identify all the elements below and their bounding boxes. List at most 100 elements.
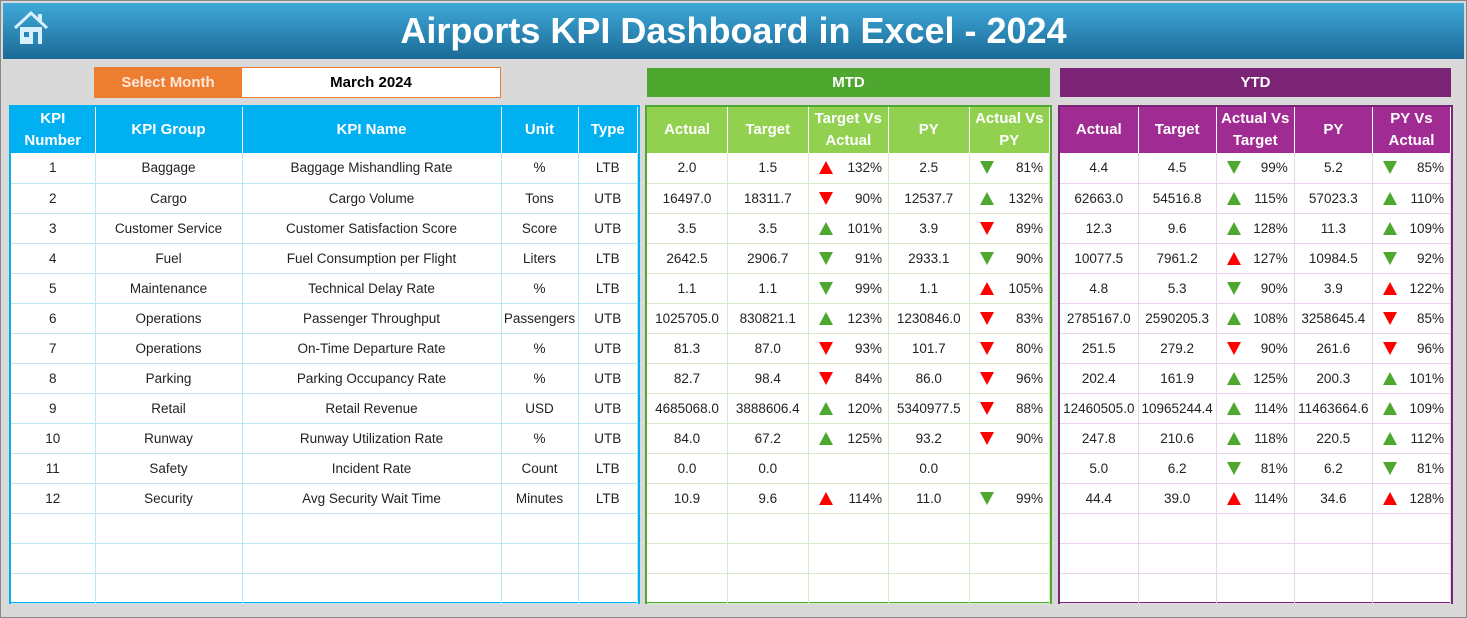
table-cell: Retail	[95, 393, 243, 424]
indicator: 109%	[1373, 221, 1450, 236]
arrow-down-icon	[1382, 341, 1397, 355]
indicator: 105%	[970, 281, 1050, 296]
indicator: 127%	[1217, 251, 1294, 266]
table-cell: 115%	[1216, 183, 1295, 214]
table-cell: LTB	[578, 273, 638, 304]
table-cell: UTB	[578, 183, 638, 214]
table-cell: 220.5	[1294, 423, 1373, 454]
table-row	[1060, 513, 1452, 544]
percent-value: 108%	[1253, 310, 1288, 326]
table-cell	[95, 573, 243, 604]
percent-value: 109%	[1409, 220, 1444, 236]
table-cell	[969, 513, 1050, 544]
table-cell: 16497.0	[647, 183, 728, 214]
table-cell: 3.9	[888, 213, 970, 244]
table-cell: %	[501, 153, 579, 184]
table-cell: 1025705.0	[647, 303, 728, 334]
table-cell: UTB	[578, 393, 638, 424]
table-row: 82.7 98.4 84% 86.0 96%	[647, 363, 1050, 394]
indicator: 96%	[970, 371, 1050, 386]
table-cell	[578, 543, 638, 574]
table-cell	[11, 573, 96, 604]
table-row: 12460505.0 10965244.4 114% 11463664.6 109%	[1060, 393, 1452, 424]
table-cell: 114%	[808, 483, 889, 514]
indicator: 120%	[809, 401, 889, 416]
table-cell: Parking	[95, 363, 243, 394]
table-cell: USD	[501, 393, 579, 424]
table-cell: 830821.1	[727, 303, 809, 334]
table-cell: On-Time Departure Rate	[242, 333, 502, 364]
table-cell: 91%	[808, 243, 889, 274]
table-cell	[501, 513, 579, 544]
table-cell: 84%	[808, 363, 889, 394]
table-cell: 4.8	[1060, 273, 1139, 304]
table-cell	[647, 573, 728, 604]
table-cell: 114%	[1216, 393, 1295, 424]
arrow-up-icon	[1382, 401, 1397, 415]
arrow-down-icon	[979, 431, 994, 445]
percent-value: 114%	[1254, 490, 1288, 506]
table-cell: 5.2	[1294, 153, 1373, 184]
table-row: 5 Maintenance Technical Delay Rate% LTB	[11, 273, 638, 304]
table-cell: 90%	[808, 183, 889, 214]
table-cell: 6.2	[1138, 453, 1217, 484]
table-cell: 99%	[969, 483, 1050, 514]
arrow-up-icon	[818, 491, 833, 505]
table-cell: 34.6	[1294, 483, 1373, 514]
indicator: 89%	[970, 221, 1050, 236]
percent-value: 125%	[1253, 370, 1288, 386]
indicator: 101%	[809, 221, 889, 236]
home-icon[interactable]	[11, 9, 51, 47]
table-cell: LTB	[578, 483, 638, 514]
table-cell	[1216, 513, 1295, 544]
percent-value: 81%	[1260, 460, 1288, 476]
table-cell: 202.4	[1060, 363, 1139, 394]
table-cell: Cargo Volume	[242, 183, 502, 214]
table-row: 202.4 161.9 125% 200.3 101%	[1060, 363, 1452, 394]
table-cell: 93%	[808, 333, 889, 364]
table-row: 62663.0 54516.8 115% 57023.3 110%	[1060, 183, 1452, 214]
table-cell: Fuel Consumption per Flight	[242, 243, 502, 274]
table-cell: 11463664.6	[1294, 393, 1373, 424]
indicator: 99%	[970, 491, 1050, 506]
arrow-down-icon	[979, 401, 994, 415]
table-cell: 96%	[1372, 333, 1452, 364]
table-row: 8 Parking Parking Occupancy Rate% UTB	[11, 363, 638, 394]
column-header: Target	[1138, 107, 1217, 153]
table-cell: 90%	[969, 423, 1050, 454]
arrow-up-icon	[818, 221, 833, 235]
table-cell: 85%	[1372, 303, 1452, 334]
percent-value: 99%	[1260, 160, 1288, 176]
arrow-up-icon	[818, 311, 833, 325]
table-cell: 3.5	[647, 213, 728, 244]
indicator: 101%	[1373, 371, 1450, 386]
arrow-up-icon	[818, 431, 833, 445]
table-cell: 261.6	[1294, 333, 1373, 364]
select-month-label: Select Month	[94, 67, 242, 98]
table-cell: LTB	[578, 153, 638, 184]
table-cell: 67.2	[727, 423, 809, 454]
table-cell: 99%	[1216, 153, 1295, 184]
table-cell: 5.0	[1060, 453, 1139, 484]
table-cell	[1138, 543, 1217, 574]
table-cell: 9.6	[727, 483, 809, 514]
arrow-up-icon	[1226, 251, 1241, 265]
kpi-table: KPI Number KPI Group KPI Name Unit Type 1 Bagg…	[9, 105, 640, 604]
percent-value: 120%	[847, 400, 882, 416]
percent-value: 93%	[854, 340, 882, 356]
table-row: 81.3 87.0 93% 101.7 80%	[647, 333, 1050, 364]
month-dropdown[interactable]: March 2024	[241, 67, 501, 98]
table-cell: Retail Revenue	[242, 393, 502, 424]
percent-value: 115%	[1254, 190, 1288, 206]
table-row: 1 Baggage Baggage Mishandling Rate% LTB	[11, 153, 638, 184]
table-cell: 89%	[969, 213, 1050, 244]
table-row	[11, 573, 638, 604]
arrow-down-icon	[979, 221, 994, 235]
table-cell: 4	[11, 243, 96, 274]
table-cell: Incident Rate	[242, 453, 502, 484]
table-cell: Passengers	[501, 303, 579, 334]
table-cell: %	[501, 363, 579, 394]
table-cell: 12	[11, 483, 96, 514]
arrow-up-icon	[1226, 431, 1241, 445]
percent-value: 114%	[848, 490, 882, 506]
